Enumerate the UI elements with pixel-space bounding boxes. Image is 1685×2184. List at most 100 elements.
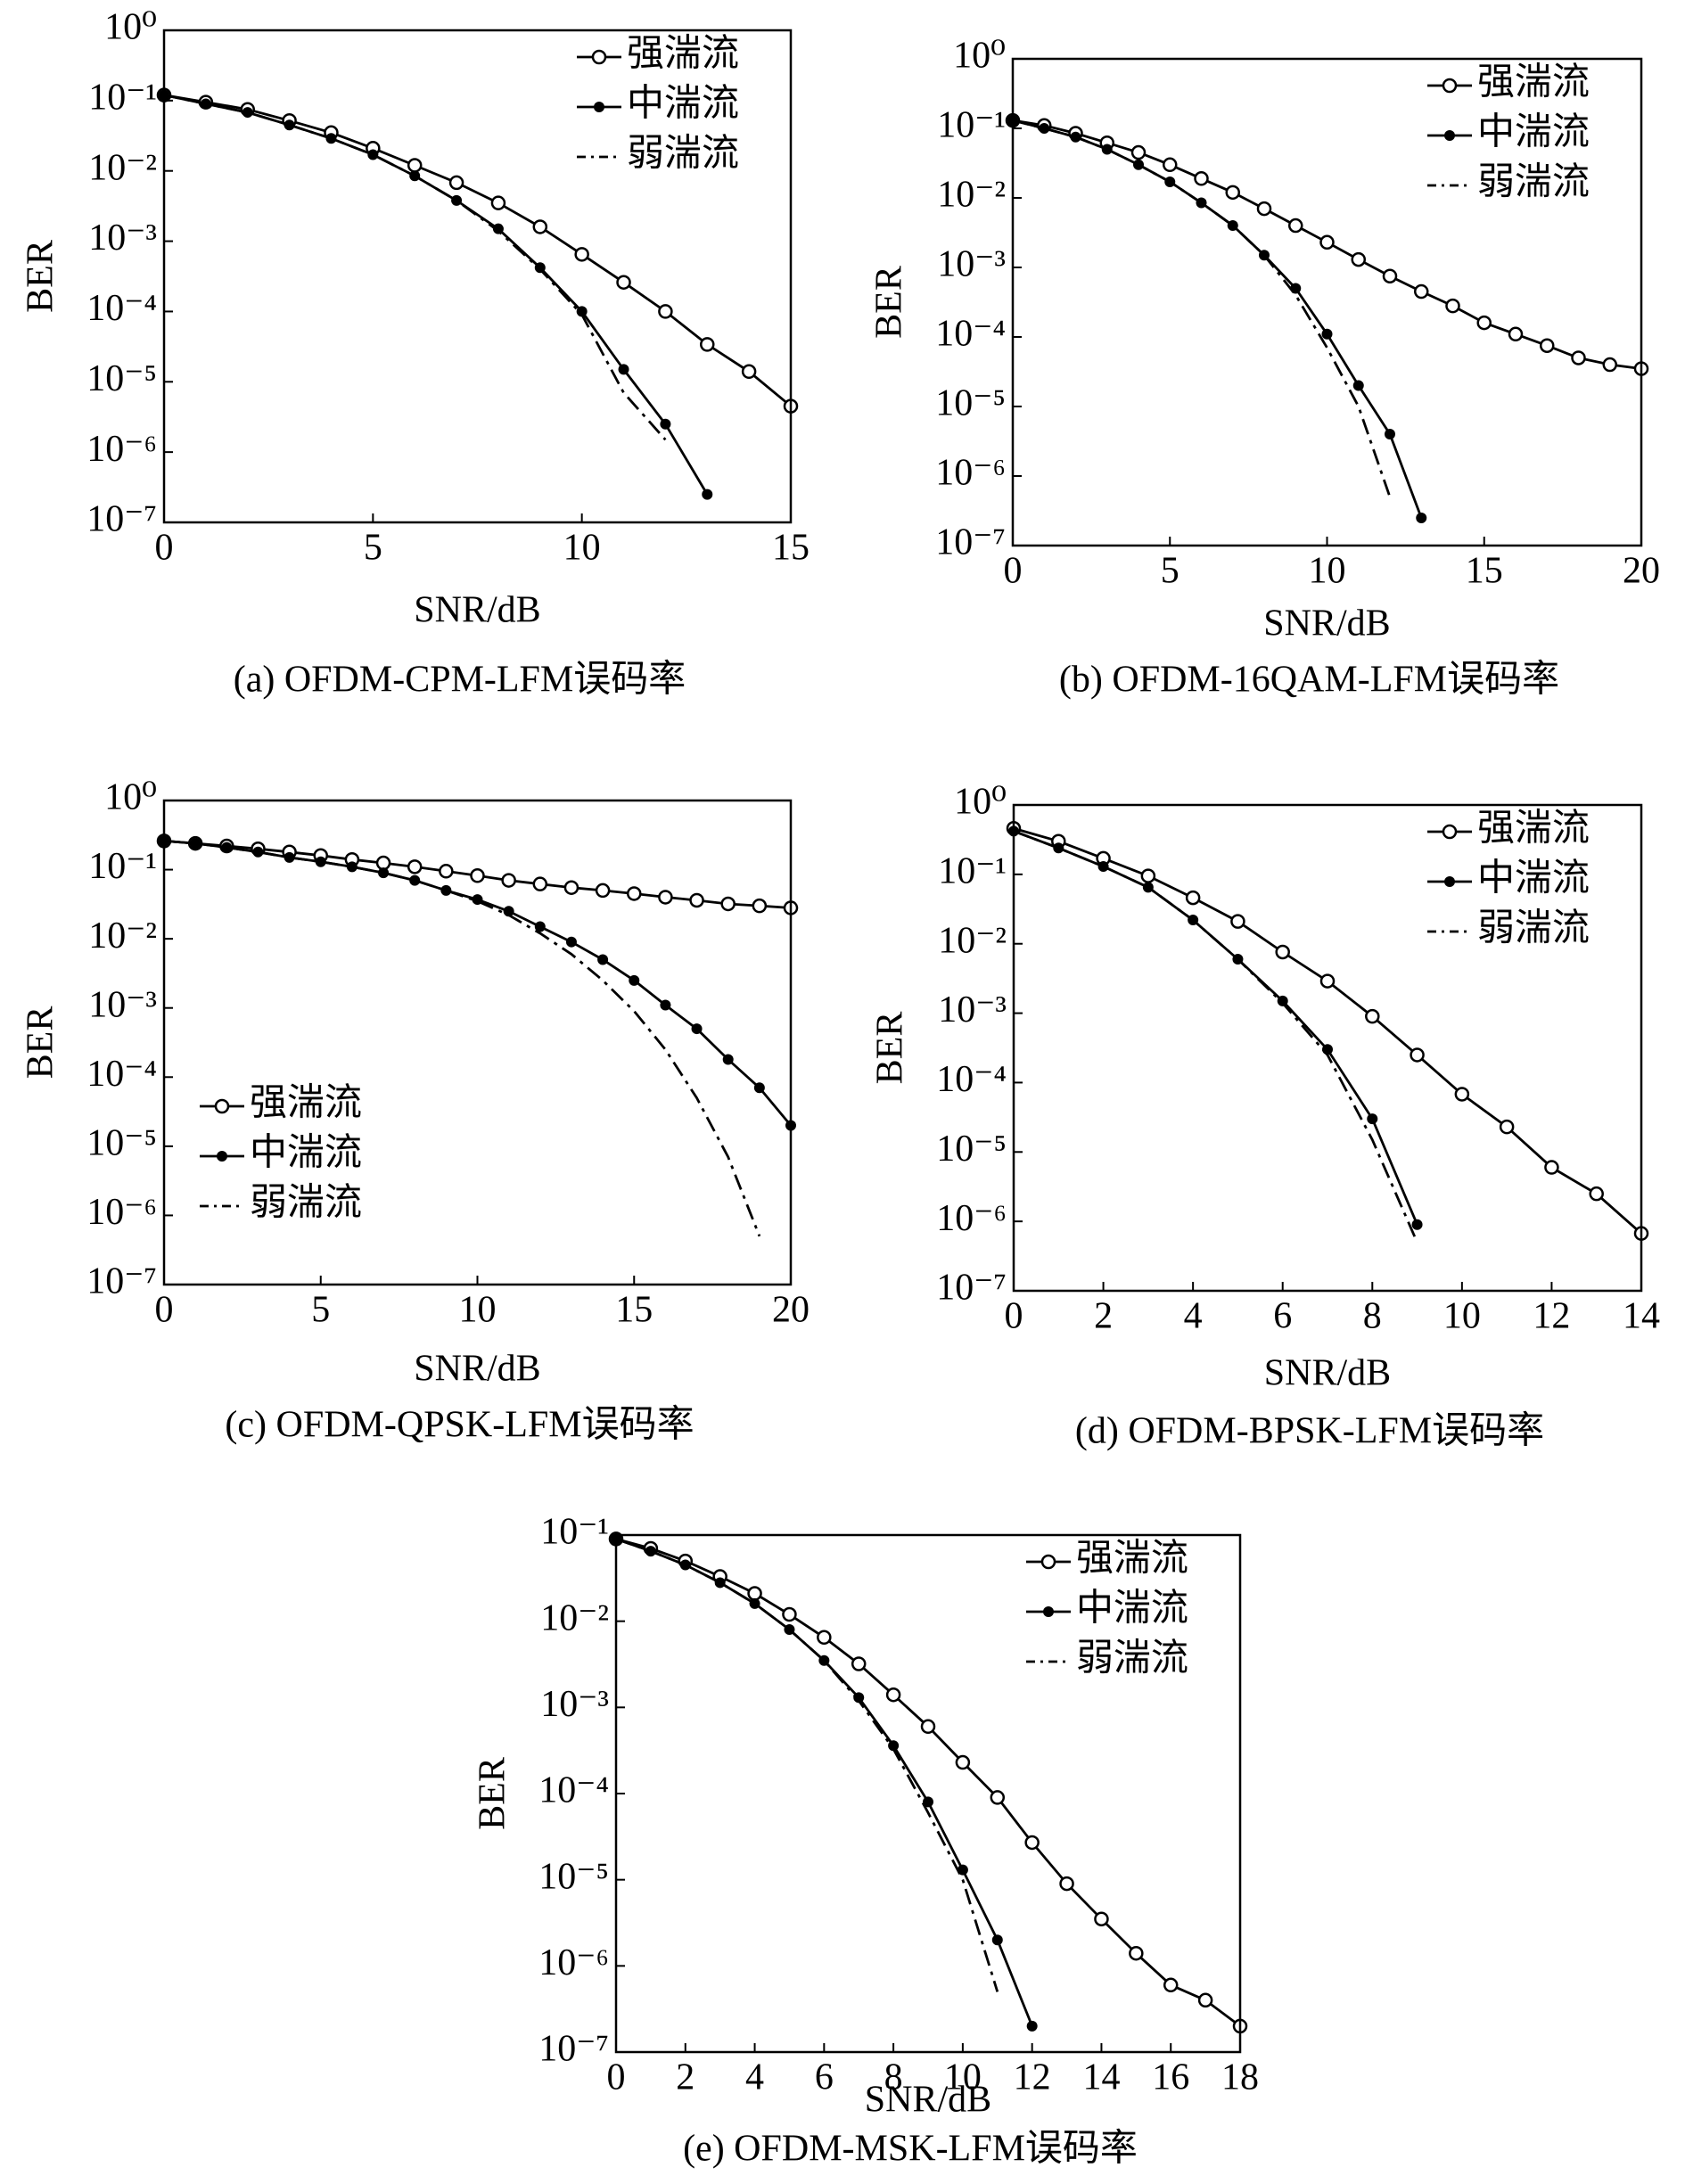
legend-marker	[591, 49, 607, 65]
marker	[1024, 1835, 1040, 1851]
marker	[1256, 201, 1272, 217]
y-tick-label: 10⁻²	[540, 1597, 609, 1638]
legend-label: 中湍流	[1477, 858, 1590, 899]
x-tick-label: 5	[1161, 551, 1180, 592]
marker	[574, 247, 589, 262]
y-axis-label: BER	[21, 240, 62, 313]
marker	[1129, 1945, 1144, 1961]
x-tick-label: 0	[1004, 551, 1023, 592]
y-tick-label: 10⁻²	[937, 175, 1006, 216]
series-line	[163, 94, 792, 407]
y-tick-label: 10⁻⁵	[86, 1122, 157, 1163]
marker	[702, 489, 713, 500]
x-tick-label: 15	[772, 528, 810, 569]
chart-title: (d) OFDM-BPSK-LFM误码率	[1075, 1410, 1544, 1452]
y-tick-label: 10⁻¹	[540, 1512, 609, 1553]
legend-label: 弱湍流	[627, 134, 739, 175]
x-tick-label: 2	[676, 2057, 695, 2098]
x-tick-label: 8	[884, 2057, 903, 2098]
marker	[1414, 283, 1429, 300]
marker	[490, 195, 506, 210]
marker	[439, 864, 454, 879]
marker	[595, 883, 611, 899]
x-tick-label: 0	[155, 528, 174, 569]
y-tick-label: 10⁻¹	[937, 105, 1006, 146]
chart: 0 2 4 6 8 10 12 14 10⁰ 10⁻¹ 10⁻² 10⁻³ 10⁻⁴ 10⁻⁵ 10⁻⁶ 10…	[870, 782, 1660, 1452]
marker	[658, 304, 673, 319]
legend-marker	[1442, 824, 1458, 840]
x-tick-label: 16	[1152, 2057, 1189, 2098]
marker	[1571, 350, 1586, 365]
marker	[700, 337, 715, 352]
marker	[1321, 328, 1333, 340]
legend-label: 强湍流	[627, 34, 739, 75]
marker	[1544, 1160, 1559, 1175]
legend-marker	[1040, 1554, 1056, 1570]
y-axis-label: BER	[473, 1757, 514, 1830]
legend-marker	[1444, 876, 1455, 887]
marker	[1227, 220, 1238, 232]
plot-frame	[162, 799, 793, 1286]
legend-marker	[594, 102, 604, 112]
series-line	[1012, 119, 1392, 497]
marker	[747, 1586, 762, 1601]
series-line	[615, 1538, 1033, 2027]
y-tick-label: 10⁻⁴	[86, 1054, 157, 1095]
x-axis-label: SNR/dB	[865, 2080, 991, 2121]
x-tick-label: 0	[607, 2057, 626, 2098]
series-line	[163, 840, 761, 1237]
marker	[618, 364, 629, 375]
marker	[1288, 218, 1303, 234]
legend-label: 强湍流	[250, 1083, 362, 1124]
marker	[565, 936, 577, 948]
x-tick-label: 6	[815, 2057, 834, 2098]
marker	[660, 418, 671, 430]
marker	[990, 1790, 1006, 1805]
y-tick-label: 10⁻²	[88, 915, 157, 957]
chart-title: (c) OFDM-QPSK-LFM误码率	[225, 1404, 694, 1446]
x-tick-label: 10	[563, 528, 601, 569]
y-tick-label: 10⁻⁵	[936, 1129, 1007, 1170]
x-tick-label: 14	[1623, 1296, 1660, 1337]
legend-label: 强湍流	[1076, 1539, 1188, 1580]
marker	[576, 306, 588, 317]
legend-label: 中湍流	[627, 84, 739, 125]
marker	[534, 921, 546, 932]
series-line	[163, 94, 667, 441]
marker	[242, 107, 253, 119]
y-tick-label: 10⁻⁴	[86, 288, 157, 329]
legend-label: 中湍流	[1477, 112, 1590, 153]
marker	[532, 876, 548, 891]
marker	[689, 892, 704, 908]
marker	[658, 890, 673, 905]
marker	[1319, 973, 1336, 989]
x-tick-label: 12	[1533, 1296, 1570, 1337]
x-tick-label: 12	[1014, 2057, 1051, 2098]
marker	[1163, 157, 1178, 173]
plot-frame	[614, 1533, 1242, 2054]
legend-label: 弱湍流	[250, 1183, 362, 1224]
marker	[752, 898, 768, 914]
marker	[1351, 251, 1366, 267]
marker	[1094, 1911, 1109, 1926]
marker	[691, 1023, 703, 1035]
marker	[375, 855, 391, 871]
marker	[409, 874, 421, 886]
y-tick-label: 10⁻²	[88, 147, 157, 188]
y-tick-label: 10⁻³	[938, 989, 1007, 1030]
legend-label: 弱湍流	[1076, 1638, 1188, 1679]
marker	[1059, 1876, 1074, 1892]
marker	[1140, 868, 1156, 883]
marker	[616, 275, 631, 290]
legend-marker	[1444, 130, 1455, 141]
marker	[1230, 914, 1245, 929]
marker	[1365, 1008, 1380, 1024]
marker	[284, 851, 295, 863]
y-tick-label: 10⁻³	[88, 218, 157, 259]
marker	[563, 880, 579, 895]
chart: 0 5 10 15 20 10⁰ 10⁻¹ 10⁻² 10⁻³ 10⁻⁴ 10⁻⁵ 10⁻⁶ 10⁻⁷ 强…	[869, 36, 1660, 701]
marker	[501, 873, 516, 888]
marker	[492, 223, 504, 234]
y-tick-label: 10⁻⁷	[86, 499, 157, 540]
marker	[346, 861, 358, 873]
